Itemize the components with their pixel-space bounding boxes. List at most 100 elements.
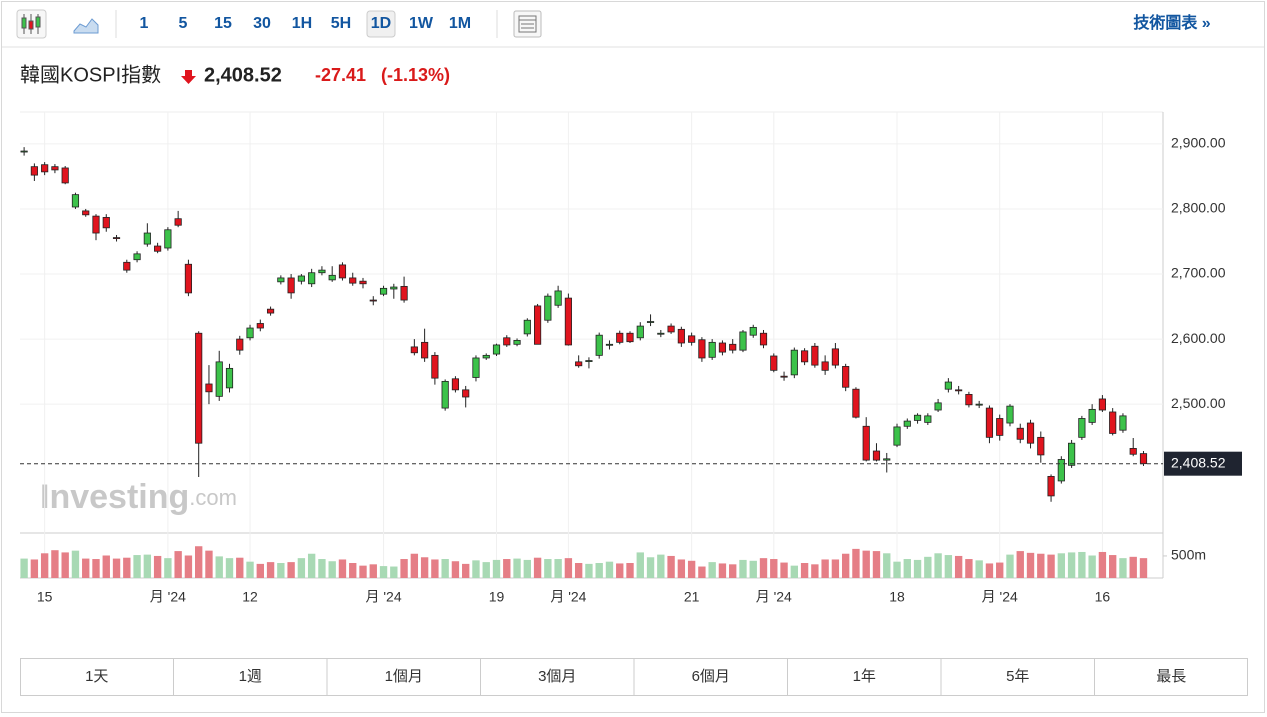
candle-body — [174, 218, 182, 226]
interval-button[interactable]: 15 — [214, 15, 232, 32]
candle-body — [287, 277, 295, 294]
volume-bar — [667, 555, 675, 578]
volume-bar — [225, 558, 234, 578]
last-price-box — [1164, 451, 1242, 476]
volume-bar — [246, 561, 254, 578]
candle-body — [421, 341, 429, 359]
candle-body — [308, 272, 316, 285]
candle-body — [451, 378, 460, 391]
candle-body — [154, 245, 162, 252]
range-button[interactable]: 1週 — [239, 668, 262, 685]
interval-button[interactable]: 30 — [253, 15, 271, 32]
candle-body — [359, 280, 367, 285]
candle-body — [759, 332, 768, 346]
range-button[interactable]: 1天 — [85, 668, 108, 685]
candle-body — [749, 326, 757, 336]
candle-body — [400, 285, 408, 301]
volume-bar — [1108, 555, 1117, 578]
candle-body — [955, 389, 963, 392]
volume-bar — [595, 563, 603, 578]
candle-body — [379, 287, 388, 295]
candle-body — [1057, 459, 1065, 482]
volume-bar — [153, 555, 162, 578]
volume-bar — [574, 563, 583, 578]
volume-bar — [698, 566, 706, 578]
y-tick-label: 2,900.00 — [1171, 135, 1226, 151]
area-icon[interactable] — [73, 18, 99, 34]
candle-body — [492, 344, 501, 355]
range-button[interactable]: 3個月 — [538, 668, 576, 685]
y-tick-label: 2,800.00 — [1171, 200, 1226, 216]
volume-bar — [369, 564, 377, 578]
interval-button[interactable]: 1 — [140, 15, 149, 32]
volume-bar — [657, 554, 665, 578]
candle-body — [585, 360, 593, 362]
range-button[interactable]: 1個月 — [385, 668, 423, 685]
volume-bar — [893, 561, 901, 578]
range-button[interactable]: 最長 — [1156, 668, 1186, 685]
candle-body — [410, 346, 418, 354]
range-button[interactable]: 1年 — [853, 668, 876, 685]
candle-body — [934, 402, 942, 411]
volume-bar — [800, 563, 809, 578]
tech-chart-link[interactable]: 技術圖表 » — [1133, 13, 1210, 32]
volume-bar — [195, 546, 203, 578]
index-name: 韓國KOSPI指數 — [20, 63, 161, 86]
candle-body — [1016, 427, 1024, 440]
volume-bar — [164, 558, 172, 578]
interval-button[interactable]: 1H — [292, 15, 312, 32]
volume-bar — [749, 560, 757, 578]
interval-button[interactable]: 1W — [409, 15, 434, 32]
candle-body — [770, 355, 778, 371]
candle-body — [862, 425, 870, 461]
volume-bar — [1067, 552, 1076, 578]
candle-body — [30, 166, 38, 176]
volume-bar — [102, 555, 110, 578]
volume-bar — [1139, 558, 1148, 578]
candle-body — [41, 164, 49, 173]
candle-body — [975, 403, 983, 406]
candle-body — [123, 261, 131, 271]
candle-icon[interactable] — [16, 9, 47, 39]
candle-body — [801, 350, 809, 363]
interval-button[interactable]: 1M — [449, 15, 471, 32]
interval-button[interactable]: 5 — [179, 15, 188, 32]
candle-body — [564, 297, 572, 346]
volume-bar — [739, 559, 747, 578]
candle-body — [390, 286, 398, 290]
candle-body — [626, 332, 634, 343]
x-tick-label: 19 — [489, 589, 505, 605]
volume-bar — [996, 562, 1004, 578]
candle-body — [246, 327, 254, 339]
candle-body — [790, 349, 798, 376]
range-button[interactable]: 5年 — [1006, 668, 1029, 685]
candle-body — [667, 325, 675, 333]
volume-bar — [205, 550, 213, 578]
candle-body — [903, 420, 911, 427]
volume-bar — [862, 550, 870, 578]
volume-bar — [82, 558, 90, 578]
candle-body — [913, 414, 922, 421]
candle-body — [472, 357, 480, 378]
volume-bar — [1006, 554, 1014, 578]
volume-bar — [318, 559, 326, 578]
interval-button[interactable]: 1D — [371, 15, 391, 32]
volume-bar — [954, 555, 963, 578]
volume-bar — [297, 558, 306, 578]
candle-body — [852, 388, 860, 418]
candle-body — [441, 380, 449, 409]
layout-icon[interactable] — [513, 10, 542, 38]
candle-body — [369, 299, 377, 302]
candle-body — [1109, 411, 1117, 434]
change: -27.41 — [315, 65, 366, 85]
volume-bar — [472, 560, 480, 578]
candle-body — [1026, 422, 1035, 444]
volume-bar — [1016, 551, 1024, 578]
interval-button[interactable]: 5H — [331, 15, 351, 32]
candle-body — [503, 337, 511, 346]
volume-bar — [143, 554, 152, 578]
range-button[interactable]: 6個月 — [692, 668, 730, 685]
watermark-brand: Investing — [40, 478, 189, 516]
volume-bar — [872, 551, 881, 578]
candle-body — [236, 338, 244, 351]
